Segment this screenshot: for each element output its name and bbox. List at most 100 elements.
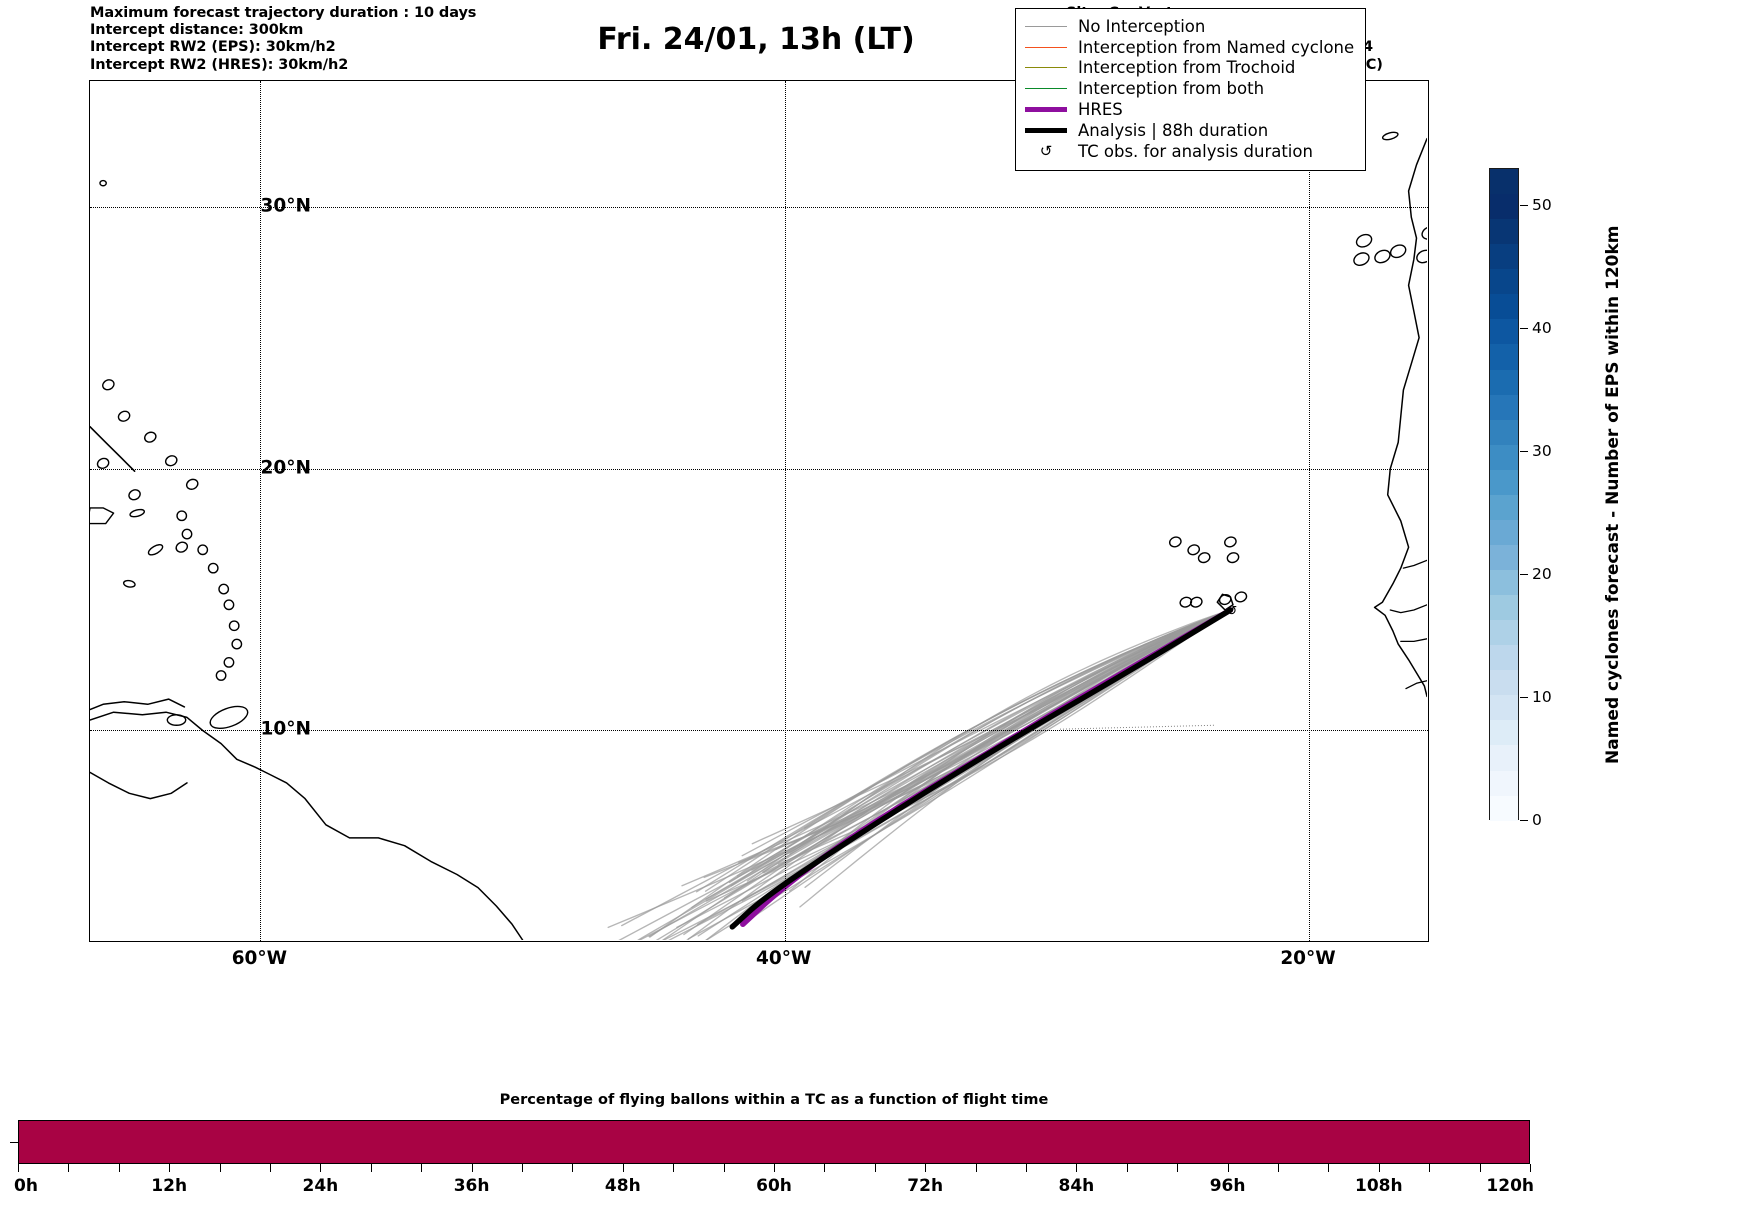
progress-minor-tick bbox=[320, 1164, 322, 1172]
progress-minor-tick bbox=[1026, 1164, 1027, 1172]
island-bahamas-2 bbox=[164, 455, 178, 467]
coastline-senegal-river bbox=[1402, 559, 1427, 569]
coastline-guinea-bissau bbox=[1405, 680, 1427, 690]
progress-minor-tick bbox=[522, 1164, 523, 1172]
colorbar: 0 10 20 30 40 50 bbox=[1489, 168, 1552, 829]
progress-y-tick bbox=[10, 1142, 18, 1143]
colorbar-segment bbox=[1490, 720, 1518, 746]
progress-minor-tick bbox=[1126, 1164, 1128, 1172]
header-left-line-3: Intercept RW2 (HRES): 30km/h2 bbox=[90, 56, 349, 73]
island-margarita bbox=[166, 714, 187, 726]
colorbar-tick-label: 0 bbox=[1532, 811, 1542, 829]
colorbar-segment bbox=[1490, 795, 1518, 821]
legend-line-swatch bbox=[1025, 46, 1067, 48]
map-plot-area: ↺ bbox=[89, 80, 1429, 942]
colorbar-segment bbox=[1490, 695, 1518, 721]
map-ytick-label: 10°N bbox=[260, 718, 311, 740]
colorbar-tick-label: 20 bbox=[1532, 564, 1552, 583]
progress-minor-tick bbox=[1378, 1164, 1380, 1172]
coastline-venezuela-north bbox=[90, 698, 186, 711]
island-cape-verde-1 bbox=[1187, 544, 1201, 556]
colorbar-segment bbox=[1490, 169, 1518, 195]
colorbar-segment bbox=[1490, 620, 1518, 646]
trajectory-eps-30 bbox=[777, 609, 1232, 865]
progress-minor-tick bbox=[118, 1164, 120, 1172]
map-xtick-label: 60°W bbox=[231, 948, 288, 969]
island-lesser-1 bbox=[147, 544, 164, 556]
progress-tick-label: 24h bbox=[302, 1176, 339, 1196]
legend-item-label: No Interception bbox=[1078, 16, 1206, 36]
coastline-orinoco bbox=[90, 771, 188, 800]
map-xtick-label: 20°W bbox=[1280, 948, 1336, 969]
progress-bar-title: Percentage of flying ballons within a TC… bbox=[499, 1092, 1049, 1108]
map-gridline-lat bbox=[90, 468, 1428, 470]
progress-minor-tick bbox=[1328, 1164, 1330, 1172]
coastline-west-africa bbox=[1373, 137, 1427, 698]
colorbar-label: Named cyclones forecast - Number of EPS … bbox=[1603, 225, 1623, 765]
legend-item[interactable]: Interception from Trochoid bbox=[1025, 58, 1354, 79]
progress-minor-tick bbox=[774, 1164, 775, 1172]
trajectory-eps-48 bbox=[683, 609, 1232, 936]
progress-tick-label: 120h bbox=[1486, 1176, 1534, 1196]
progress-minor-tick bbox=[1530, 1164, 1531, 1172]
island-canary-0 bbox=[1355, 233, 1373, 248]
colorbar-segment bbox=[1490, 595, 1518, 621]
progress-minor-tick bbox=[169, 1164, 171, 1172]
legend-item[interactable]: Interception from Named cyclone bbox=[1025, 37, 1354, 58]
progress-minor-tick bbox=[673, 1164, 675, 1172]
legend-item[interactable]: ↺ TC obs. for analysis duration bbox=[1025, 141, 1354, 162]
tc-observation-marker: ↺ bbox=[1226, 604, 1237, 619]
progress-minor-tick bbox=[1177, 1164, 1179, 1172]
colorbar-tick-label: 10 bbox=[1532, 687, 1552, 706]
trajectory-eps-46 bbox=[751, 609, 1232, 911]
legend-item-label: HRES bbox=[1078, 100, 1123, 120]
colorbar-segment bbox=[1490, 319, 1518, 345]
legend-item[interactable]: Interception from both bbox=[1025, 78, 1354, 99]
colorbar-segment bbox=[1490, 219, 1518, 245]
legend-item[interactable]: Analysis | 88h duration bbox=[1025, 120, 1354, 141]
island-lesser-2 bbox=[122, 579, 136, 588]
colorbar-segment bbox=[1490, 444, 1518, 470]
island-santiago bbox=[1216, 593, 1234, 611]
progress-minor-tick bbox=[1076, 1164, 1078, 1172]
header-left-block: Maximum forecast trajectory duration : 1… bbox=[90, 5, 690, 74]
legend-line-swatch bbox=[1025, 67, 1067, 69]
trajectory-eps-40 bbox=[621, 609, 1232, 927]
island-canary-5 bbox=[1421, 226, 1427, 240]
header-left-line-2: Intercept RW2 (EPS): 30km/h2 bbox=[90, 39, 336, 56]
trajectory-eps-8 bbox=[799, 609, 1232, 908]
colorbar-segment bbox=[1490, 344, 1518, 370]
map-canvas: ↺ bbox=[90, 131, 1427, 940]
island-antilles-6 bbox=[228, 620, 240, 632]
legend-item[interactable]: No Interception bbox=[1025, 16, 1354, 37]
colorbar-tick bbox=[1520, 696, 1528, 698]
island-antilles-0 bbox=[176, 510, 188, 522]
progress-minor-tick bbox=[270, 1164, 271, 1172]
colorbar-segment bbox=[1490, 369, 1518, 395]
island-puerto-rico bbox=[90, 507, 115, 525]
colorbar-segment bbox=[1490, 670, 1518, 696]
colorbar-segment bbox=[1490, 519, 1518, 545]
colorbar-gradient bbox=[1489, 168, 1519, 821]
progress-minor-tick bbox=[421, 1164, 423, 1172]
map-gridline-lon bbox=[260, 81, 262, 941]
progress-minor-tick bbox=[370, 1164, 372, 1172]
map-gridline-lat bbox=[90, 730, 1428, 732]
island-bahamas-1 bbox=[144, 431, 157, 443]
legend-item[interactable]: HRES bbox=[1025, 99, 1354, 120]
legend-item-label: TC obs. for analysis duration bbox=[1078, 141, 1313, 161]
island-antilles-2 bbox=[197, 544, 209, 556]
map-legend: No Interception Interception from Named c… bbox=[1015, 8, 1367, 171]
island-bahamas-7 bbox=[96, 457, 110, 469]
progress-minor-tick bbox=[824, 1164, 826, 1172]
island-cape-verde-5 bbox=[1224, 536, 1237, 548]
progress-tick-label: 48h bbox=[604, 1176, 641, 1196]
progress-tick-label: 108h bbox=[1355, 1176, 1403, 1196]
progress-minor-tick bbox=[1429, 1164, 1431, 1172]
island-antilles-4 bbox=[218, 583, 230, 595]
island-canary-2 bbox=[1389, 244, 1407, 259]
island-antilles-1 bbox=[181, 528, 193, 540]
progress-minor-tick bbox=[1227, 1164, 1229, 1172]
island-antilles-9 bbox=[215, 670, 227, 681]
legend-item-label: Interception from Trochoid bbox=[1078, 58, 1296, 78]
